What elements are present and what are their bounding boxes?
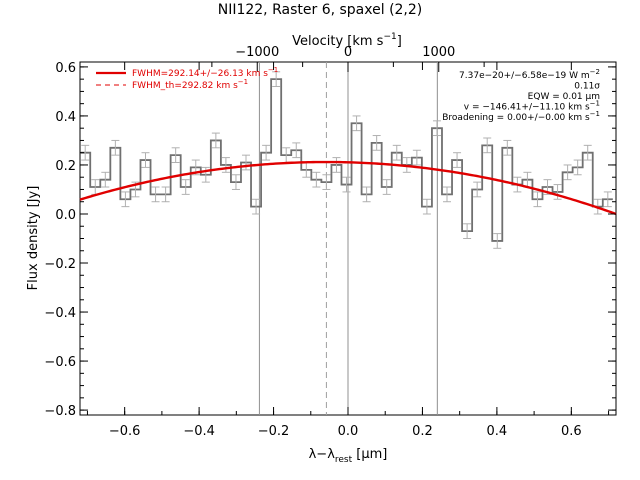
top-tick-label: −1000 — [235, 45, 279, 60]
spectrum-point — [231, 174, 240, 190]
spectrum-point — [432, 120, 441, 137]
axes: −0.6 −0.4 −0.2 0.0 0.2 0.4 0.6 −0.8 −0.6 −0.4 −0.2… — [44, 45, 616, 439]
y-tick-label: 0.0 — [55, 208, 76, 223]
spectrum-point — [483, 137, 492, 154]
spectrum-point — [493, 233, 502, 249]
spectrum-point — [262, 144, 271, 161]
spectrum-point — [453, 152, 462, 168]
spectrum-point — [332, 157, 341, 173]
fit-curve-series — [79, 160, 617, 216]
top-tick-label: 0 — [344, 45, 352, 60]
chart-title: NII122, Raster 6, spaxel (2,2) — [218, 2, 423, 18]
spectrum-point — [242, 154, 251, 171]
spectrum-point — [583, 144, 592, 161]
legend-entry: FWHM=292.14+/−26.13 km s−1 — [96, 66, 278, 79]
spectrum-point — [573, 159, 582, 176]
y-tick-label: −0.4 — [44, 306, 76, 321]
spectrum-point — [151, 186, 160, 203]
top-axis-label: Velocity [km s−1] — [292, 32, 402, 49]
annotation-line: 7.37e−20+/−6.58e−19 W m−2 — [459, 68, 600, 81]
spectrum-point — [352, 115, 361, 132]
reference-lines — [258, 62, 438, 415]
spectrum-point — [443, 186, 452, 203]
spectrum-point — [603, 191, 612, 208]
annotation-line: v = −146.41+/−11.10 km s−1 — [464, 100, 600, 113]
x-tick-label: 0.2 — [412, 424, 433, 439]
legend: FWHM=292.14+/−26.13 km s−1FWHM_th=292.82… — [96, 66, 278, 91]
spectrum-point — [412, 149, 421, 166]
y-tick-label: −0.6 — [44, 355, 76, 370]
x-tick-label: −0.2 — [258, 424, 290, 439]
y-axis-label: Flux density [Jy] — [26, 186, 41, 291]
spectrum-point — [121, 191, 130, 208]
spectrum-point — [312, 171, 321, 188]
spectrum-point — [463, 223, 472, 239]
x-axis-label: λ−λrest [μm] — [309, 447, 388, 465]
spectrum-point — [372, 135, 381, 151]
spectrum-point — [161, 186, 170, 203]
fit-curve — [79, 160, 617, 216]
y-tick-label: 0.2 — [55, 159, 76, 174]
annotation-line: Broadening = 0.00+/−0.00 km s−1 — [442, 110, 600, 123]
spectrum-point — [111, 139, 120, 156]
spectrum-point — [503, 139, 512, 156]
spectrum-point — [422, 198, 431, 215]
legend-label: FWHM=292.14+/−26.13 km s−1 — [132, 66, 278, 79]
y-tick-label: −0.8 — [44, 404, 76, 419]
annotation-line: EQW = 0.01 μm — [528, 92, 600, 102]
spectrum-point — [553, 184, 562, 200]
spectrum-point — [221, 157, 230, 173]
spectrum-point — [563, 164, 572, 181]
spectrum-point — [342, 176, 351, 193]
x-tick-label: 0.0 — [338, 424, 359, 439]
spectrum-point — [382, 179, 391, 195]
x-tick-label: 0.6 — [561, 424, 582, 439]
annotation-line: 0.11σ — [574, 82, 600, 92]
x-tick-label: −0.6 — [109, 424, 141, 439]
y-tick-label: 0.6 — [55, 61, 76, 76]
spectrum-point — [322, 174, 331, 190]
spectrum-point — [101, 171, 110, 188]
x-tick-label: −0.4 — [183, 424, 215, 439]
spectrum-point — [181, 179, 190, 195]
spectrum-point — [473, 181, 482, 198]
y-tick-label: 0.4 — [55, 110, 76, 125]
x-tick-label: 0.4 — [487, 424, 508, 439]
spectrum-point — [81, 144, 90, 161]
spectrum-point — [392, 144, 401, 161]
y-tick-label: −0.2 — [44, 257, 76, 272]
spectrum-point — [141, 152, 150, 168]
spectrum-point — [362, 186, 371, 203]
spectrum-point — [171, 147, 180, 164]
top-tick-label: 1000 — [422, 45, 455, 60]
spectrum-steps — [80, 78, 613, 242]
legend-entry: FWHM_th=292.82 km s−1 — [96, 78, 248, 91]
spectrum-point — [252, 198, 261, 215]
spectrum-point — [292, 142, 301, 159]
spectrum-point — [272, 71, 281, 88]
spectrum-point — [211, 132, 220, 149]
spectrum-point — [533, 191, 542, 208]
legend-label: FWHM_th=292.82 km s−1 — [132, 78, 248, 91]
